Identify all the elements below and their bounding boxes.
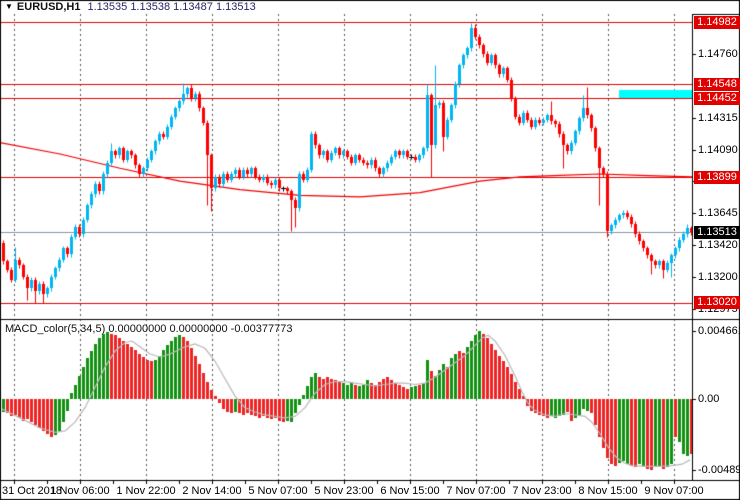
indicator-label: MACD_color(5,34,5) 0.00000000 0.00000000… xyxy=(5,323,293,335)
time-tick-label: 2 Nov 14:00 xyxy=(182,485,242,497)
macd-tick-label: 0.00 xyxy=(698,393,720,405)
price-line-badge: 1.14452 xyxy=(694,91,740,105)
chart-title-bar: ▼ EURUSD,H1 1.13535 1.13538 1.13487 1.1351… xyxy=(5,1,256,13)
time-tick-label: 1 Nov 22:00 xyxy=(116,485,176,497)
symbol-dropdown-icon[interactable]: ▼ xyxy=(5,2,13,11)
time-tick-label: 5 Nov 23:00 xyxy=(314,485,374,497)
price-tick-label: 1.14090 xyxy=(698,143,738,156)
time-tick-label: 7 Nov 07:00 xyxy=(446,485,506,497)
price-line-badge: 1.13899 xyxy=(694,170,740,184)
time-tick-label: 8 Nov 15:00 xyxy=(578,485,638,497)
price-line-badge: 1.13020 xyxy=(694,296,740,310)
price-line-badge: 1.14548 xyxy=(694,77,740,91)
price-tick-label: 1.13645 xyxy=(698,207,738,220)
time-tick-label: 6 Nov 15:00 xyxy=(380,485,440,497)
ohlc-values: 1.13535 1.13538 1.13487 1.13513 xyxy=(87,1,256,13)
time-tick-label: 31 Oct 2018 xyxy=(2,485,62,497)
price-tick-label: 1.14760 xyxy=(698,48,738,60)
macd-tick-label: 0.0046610 xyxy=(698,325,740,338)
time-tick-label: 1 Nov 06:00 xyxy=(50,485,110,497)
symbol-timeframe-label: EURUSD,H1 xyxy=(16,1,81,13)
price-line-badge: 1.14982 xyxy=(694,15,740,29)
time-tick-label: 7 Nov 23:00 xyxy=(512,485,572,497)
macd-tick-label: -0.0048900 xyxy=(698,463,740,476)
price-tick-label: 1.13420 xyxy=(698,239,738,252)
price-tick-label: 1.14315 xyxy=(698,111,738,124)
time-tick-label: 9 Nov 07:00 xyxy=(644,485,704,497)
price-tick-label: 1.13200 xyxy=(698,270,738,283)
time-tick-label: 5 Nov 07:00 xyxy=(248,485,308,497)
current-price-badge: 1.13513 xyxy=(694,225,740,239)
